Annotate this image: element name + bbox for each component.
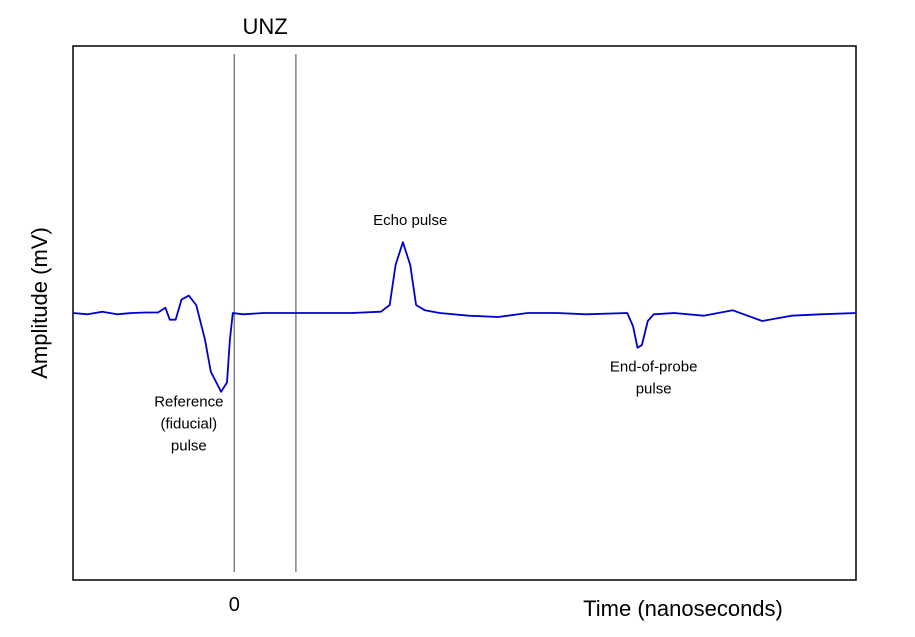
x-tick-labels: 0 xyxy=(229,594,240,616)
annotation-label: Reference (fiducial) pulse xyxy=(154,393,223,454)
annotation-line: (fiducial) xyxy=(160,415,217,432)
annotation-label: Echo pulse xyxy=(373,212,447,229)
annotation-line: pulse xyxy=(171,437,207,454)
annotation-line: End-of-probe xyxy=(610,359,698,376)
x-axis-title: Time (nanoseconds) xyxy=(583,596,783,621)
unz-label: UNZ xyxy=(242,14,287,39)
annotation-label: End-of-probe pulse xyxy=(610,359,698,398)
annotation-line: Reference xyxy=(154,393,223,410)
annotation-line: Echo pulse xyxy=(373,212,447,229)
x-tick-label: 0 xyxy=(229,594,240,616)
signal-line xyxy=(72,241,857,393)
annotation-line: pulse xyxy=(636,381,672,398)
y-axis-title: Amplitude (mV) xyxy=(27,227,52,379)
